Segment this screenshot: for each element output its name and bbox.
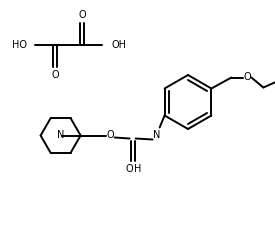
Text: O: O [126,164,133,173]
Text: O: O [244,72,251,83]
Text: N: N [57,130,64,140]
Text: OH: OH [112,40,127,50]
Text: O: O [78,10,86,20]
Text: O: O [51,70,59,80]
Text: H: H [134,164,141,173]
Text: HO: HO [12,40,27,50]
Text: O: O [107,130,114,140]
Text: N: N [153,130,160,140]
